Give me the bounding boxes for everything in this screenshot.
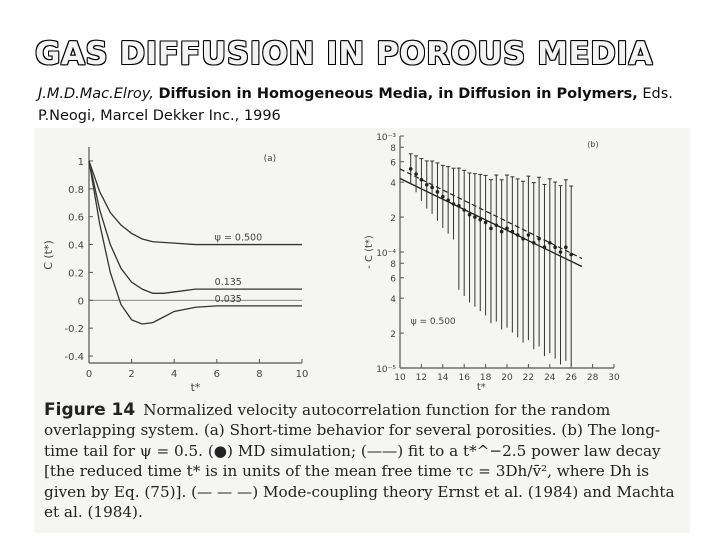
x-tick-label: 16 — [458, 373, 470, 383]
md-point — [419, 177, 424, 182]
md-point — [569, 252, 573, 257]
x-tick-label: 2 — [128, 369, 134, 380]
y-tick-label: 10⁻³ — [376, 133, 396, 143]
x-tick-label: 30 — [608, 373, 620, 383]
md-point — [526, 233, 531, 237]
md-point — [510, 229, 515, 234]
md-point — [494, 223, 499, 228]
x-tick-label: 14 — [437, 373, 449, 383]
citation-book: Diffusion in Polymers, — [458, 86, 638, 102]
md-point — [473, 215, 477, 219]
md-point — [499, 229, 504, 234]
y-axis-label: C (t*) — [42, 240, 55, 270]
y-tick-label: 8 — [390, 260, 396, 270]
md-point — [424, 182, 429, 187]
y-tick-label: 6 — [390, 159, 396, 169]
md-point — [414, 172, 418, 176]
x-tick-label: 10 — [296, 369, 309, 380]
md-point — [441, 194, 445, 199]
series-line-0 — [88, 160, 302, 246]
y-tick-label: 8 — [390, 144, 396, 154]
series-line-1 — [88, 160, 302, 294]
scanned-figure-background — [34, 128, 690, 533]
series-label-1: 0.135 — [215, 277, 242, 288]
md-point — [553, 245, 557, 249]
md-point — [467, 212, 472, 217]
x-tick-label: 18 — [480, 373, 492, 383]
mode-coupling-line — [399, 168, 583, 259]
x-tick-label: 8 — [256, 369, 262, 380]
y-axis-label: - C (t*) — [364, 235, 375, 269]
y-tick-label: 0.2 — [68, 268, 84, 279]
x-tick-label: 20 — [501, 373, 513, 383]
md-point — [542, 245, 547, 249]
y-tick-label: 4 — [390, 295, 396, 305]
x-tick-label: 12 — [416, 373, 427, 383]
y-tick-label: 0.4 — [68, 241, 84, 252]
citation-in: , in — [427, 86, 454, 102]
x-tick-label: 26 — [565, 373, 577, 383]
y-tick-label: 4 — [390, 179, 396, 189]
md-point — [515, 233, 520, 237]
md-point — [537, 236, 541, 241]
x-tick-label: 28 — [587, 373, 599, 383]
citation: J.M.D.Mac.Elroy, Diffusion in Homogeneou… — [38, 83, 698, 127]
y-tick-label: -0.2 — [64, 324, 84, 335]
md-point — [451, 202, 456, 206]
x-tick-label: 10 — [394, 373, 406, 383]
x-tick-label: 24 — [544, 373, 556, 383]
figure-label: Figure 14 — [44, 400, 136, 420]
x-tick-label: 6 — [214, 369, 220, 380]
md-point — [435, 190, 440, 194]
md-point — [558, 250, 563, 254]
md-point — [408, 167, 413, 171]
y-tick-label: 0 — [78, 296, 84, 307]
figure-caption: Figure 14 Normalized velocity autocorrela… — [44, 400, 694, 522]
md-point — [446, 198, 450, 202]
md-point — [462, 208, 466, 212]
md-point — [430, 185, 434, 190]
y-tick-label: 2 — [390, 330, 396, 340]
citation-rest: Eds. P.Neogi, Marcel Dekker Inc., 1996 — [38, 86, 673, 124]
x-axis-label: t* — [477, 382, 486, 390]
x-tick-label: 22 — [523, 373, 534, 383]
figure-caption-text: Normalized velocity autocorrelation func… — [44, 401, 675, 522]
md-point — [564, 245, 568, 249]
x-tick-label: 0 — [86, 369, 92, 380]
y-tick-label: 0.8 — [68, 185, 84, 196]
annotation-psi: ψ = 0.500 — [411, 317, 456, 327]
md-point — [457, 204, 461, 208]
panel-label: (a) — [264, 154, 277, 164]
y-tick-label: 0.6 — [68, 213, 84, 224]
series-label-2: 0.035 — [215, 294, 242, 305]
md-point — [489, 226, 493, 231]
md-point — [521, 236, 525, 241]
series-line-2 — [88, 160, 302, 325]
citation-authors: J.M.D.Mac.Elroy, — [38, 86, 154, 102]
series-label-0: ψ = 0.500 — [215, 233, 262, 244]
y-tick-label: -0.4 — [64, 352, 84, 363]
y-tick-label: 6 — [390, 275, 396, 285]
x-axis-label: t* — [191, 381, 201, 394]
x-tick-label: 4 — [171, 369, 177, 380]
y-tick-label: 1 — [78, 157, 84, 168]
y-tick-label: 10⁻⁴ — [376, 249, 396, 259]
y-tick-label: 10⁻⁵ — [376, 365, 396, 375]
md-point — [478, 217, 483, 222]
chart-panel-a: 10.80.60.40.20-0.2-0.40 2 4 6 8 10C (t*)t*(a)… — [42, 147, 309, 394]
slide-title: GAS DIFFUSION IN POROUS MEDIA — [35, 36, 653, 72]
md-point — [483, 220, 488, 225]
md-point — [548, 241, 552, 245]
panel-label: (b) — [587, 140, 598, 149]
citation-chapter: Diffusion in Homogeneous Media — [158, 86, 428, 102]
md-point — [531, 241, 536, 245]
y-tick-label: 2 — [390, 214, 396, 224]
md-point — [505, 226, 509, 231]
